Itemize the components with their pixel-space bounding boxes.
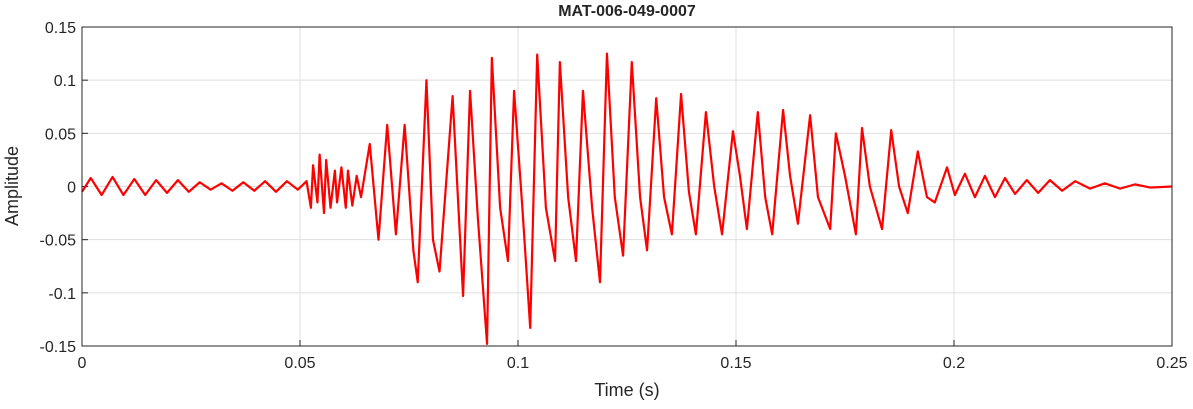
y-axis-label: Amplitude bbox=[2, 146, 22, 226]
x-tick-label: 0.05 bbox=[284, 355, 315, 372]
y-tick-label: -0.1 bbox=[48, 286, 76, 303]
x-tick-label: 0.2 bbox=[943, 355, 965, 372]
y-tick-label: -0.15 bbox=[40, 339, 77, 356]
chart-title: MAT-006-049-0007 bbox=[558, 3, 696, 20]
y-tick-label: 0 bbox=[67, 180, 76, 197]
y-tick-label: 0.15 bbox=[45, 20, 76, 37]
x-axis-label: Time (s) bbox=[594, 380, 659, 400]
x-tick-label: 0.25 bbox=[1156, 355, 1187, 372]
x-tick-label: 0.1 bbox=[507, 355, 529, 372]
waveform-line bbox=[81, 52, 1173, 345]
x-tick-label: 0 bbox=[78, 355, 87, 372]
y-tick-label: 0.05 bbox=[45, 126, 76, 143]
y-tick-label: -0.05 bbox=[40, 233, 77, 250]
axes-box bbox=[81, 26, 1173, 347]
x-tick-label: 0.15 bbox=[720, 355, 751, 372]
y-tick-label: 0.1 bbox=[54, 73, 76, 90]
